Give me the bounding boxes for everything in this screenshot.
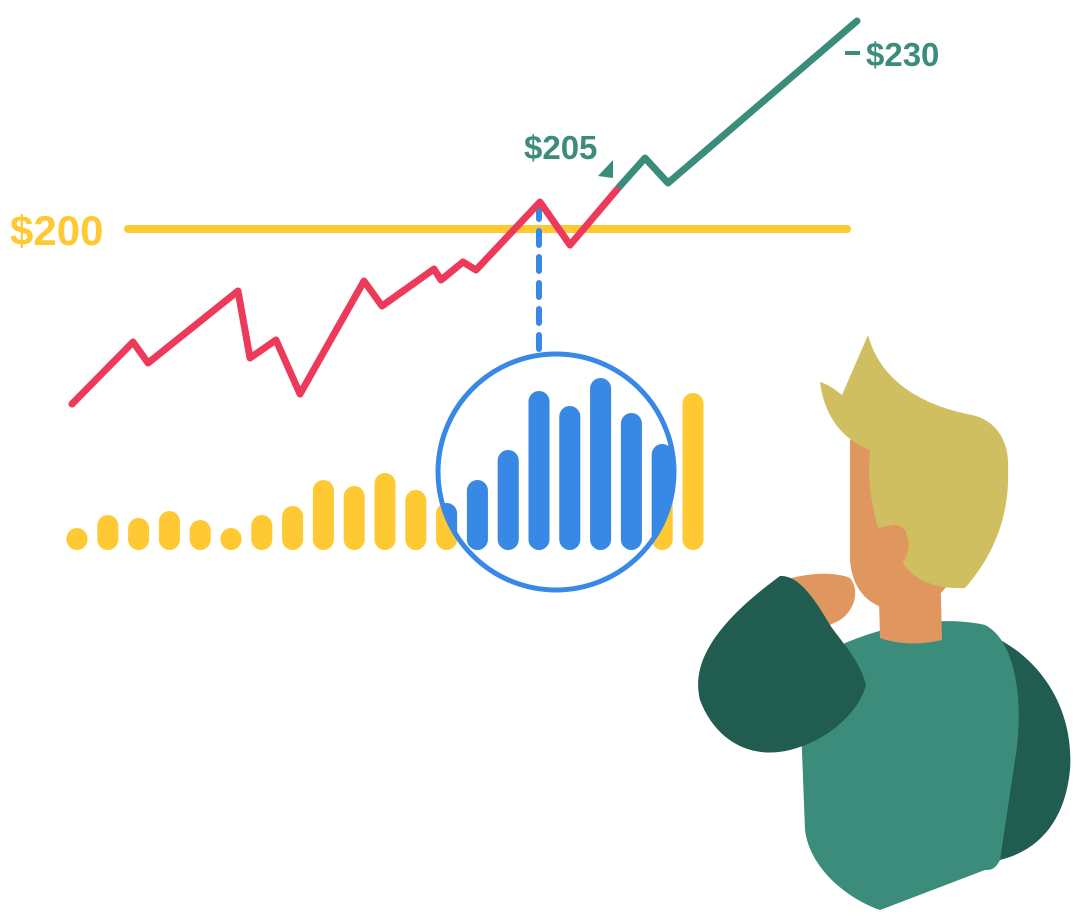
volume-bar: [343, 486, 365, 550]
highlighted-volume-bar: [466, 480, 488, 550]
highlighted-volume-bar: [590, 378, 612, 550]
volume-bar: [251, 515, 273, 550]
crossing-label: $205: [524, 129, 597, 166]
crossing-pointer-icon: [598, 160, 613, 178]
volume-bar: [128, 518, 150, 550]
volume-bar: [282, 506, 304, 550]
highlighted-volume-bar: [620, 413, 642, 550]
highlighted-volume-bar: [559, 406, 581, 550]
magnifier-circle: [435, 351, 677, 593]
volume-bar: [158, 511, 180, 550]
raised-arm: [698, 575, 866, 753]
price-line-above: [616, 17, 861, 190]
ear: [880, 526, 909, 567]
person-figure: [698, 335, 1071, 910]
volume-bar: [66, 528, 88, 550]
volume-bar: [312, 480, 334, 550]
highlighted-volume-bar: [528, 391, 550, 550]
hair: [820, 335, 1009, 589]
volume-bar: [405, 490, 427, 550]
threshold-label: $200: [10, 207, 103, 254]
highlighted-volume-bar: [497, 450, 519, 550]
volume-bar: [374, 473, 396, 550]
peak-label: $230: [866, 36, 939, 73]
volume-bar: [220, 528, 242, 550]
price-line-below: [68, 182, 624, 408]
volume-bar: [189, 520, 211, 550]
volume-bar: [682, 393, 704, 550]
volume-bar: [97, 515, 119, 550]
